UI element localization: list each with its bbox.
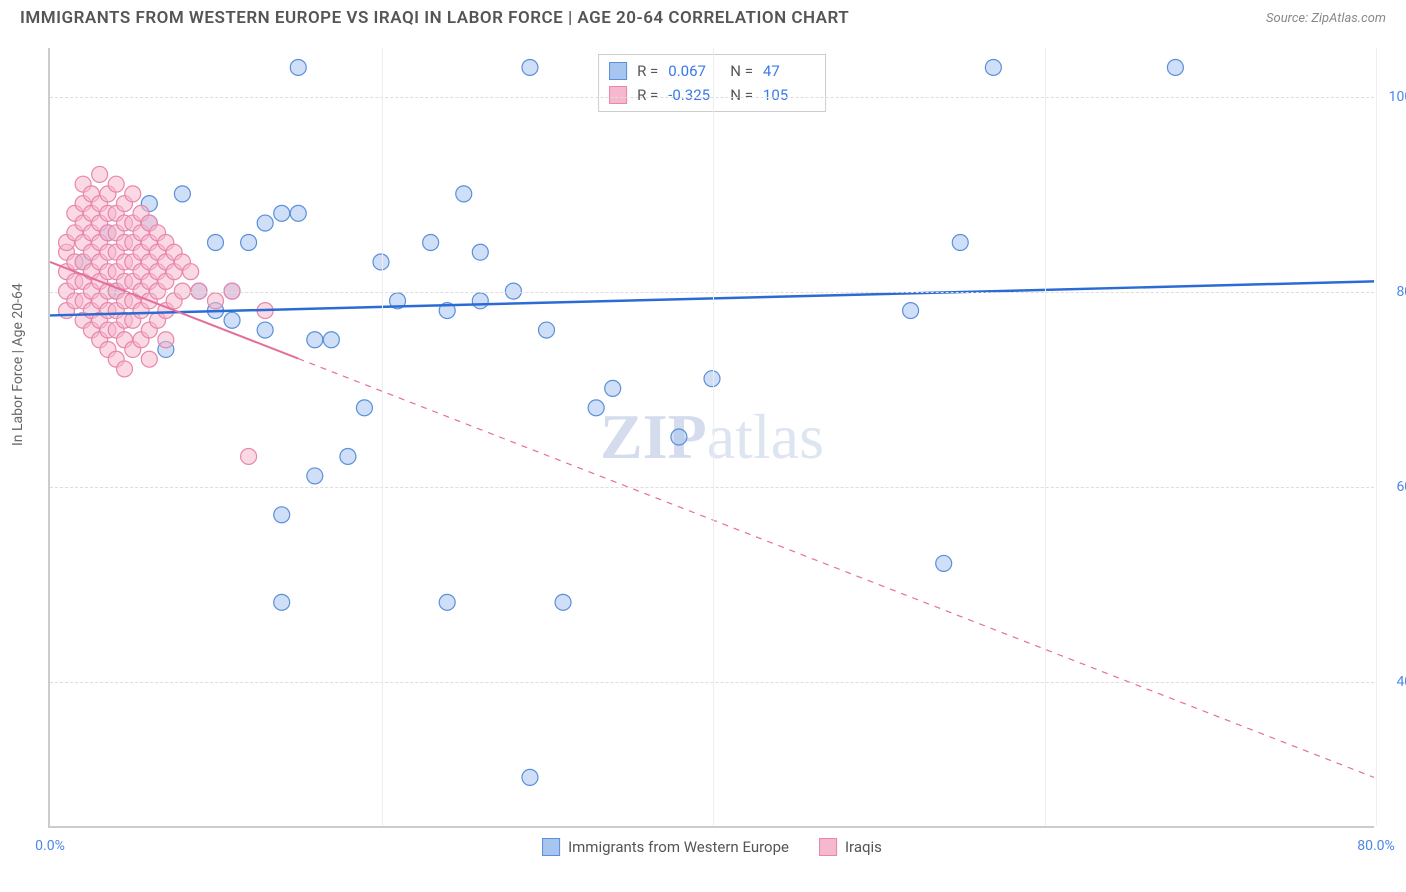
- data-point: [158, 332, 174, 348]
- data-point: [274, 594, 290, 610]
- data-point: [456, 186, 472, 202]
- legend-swatch-0: [542, 838, 560, 856]
- swatch-series-1: [609, 86, 627, 104]
- data-point: [903, 303, 919, 319]
- data-point: [183, 264, 199, 280]
- legend-item-1: Iraqis: [819, 838, 882, 856]
- r-label-0: R =: [637, 59, 658, 83]
- data-point: [340, 448, 356, 464]
- data-point: [108, 176, 124, 192]
- data-point: [356, 400, 372, 416]
- r-label-1: R =: [637, 83, 658, 107]
- data-point: [257, 322, 273, 338]
- chart-plot-area: ZIPatlas R = 0.067 N = 47 R = -0.325 N =…: [48, 48, 1374, 828]
- swatch-series-0: [609, 62, 627, 80]
- y-axis-label: In Labor Force | Age 20-64: [10, 283, 26, 446]
- scatter-svg: [50, 48, 1374, 826]
- x-tick-label: 80.0%: [1357, 838, 1395, 854]
- data-point: [1167, 59, 1183, 75]
- gridline-v: [1045, 48, 1046, 826]
- data-point: [92, 166, 108, 182]
- data-point: [439, 594, 455, 610]
- data-point: [555, 594, 571, 610]
- gridline-h: [50, 292, 1374, 293]
- gridline-h: [50, 487, 1374, 488]
- data-point: [539, 322, 555, 338]
- gridline-h: [50, 97, 1374, 98]
- data-point: [125, 186, 141, 202]
- data-point: [307, 468, 323, 484]
- data-point: [588, 400, 604, 416]
- bottom-legend: Immigrants from Western Europe Iraqis: [542, 838, 882, 856]
- data-point: [141, 351, 157, 367]
- y-tick-label: 80.0%: [1379, 284, 1406, 300]
- trend-line-dashed: [298, 359, 1374, 778]
- chart-title: IMMIGRANTS FROM WESTERN EUROPE VS IRAQI …: [20, 8, 849, 28]
- gridline-v: [1376, 48, 1377, 826]
- data-point: [423, 235, 439, 251]
- data-point: [522, 769, 538, 785]
- data-point: [671, 429, 687, 445]
- data-point: [290, 205, 306, 221]
- x-tick-label: 0.0%: [35, 838, 65, 854]
- gridline-v: [713, 48, 714, 826]
- data-point: [952, 235, 968, 251]
- data-point: [290, 59, 306, 75]
- data-point: [208, 293, 224, 309]
- n-value-0: 47: [763, 59, 815, 83]
- stats-row-series-1: R = -0.325 N = 105: [609, 83, 815, 107]
- legend-label-0: Immigrants from Western Europe: [568, 838, 789, 856]
- data-point: [241, 448, 257, 464]
- title-bar: IMMIGRANTS FROM WESTERN EUROPE VS IRAQI …: [0, 0, 1406, 32]
- data-point: [605, 380, 621, 396]
- y-tick-label: 60.0%: [1379, 479, 1406, 495]
- correlation-stats-box: R = 0.067 N = 47 R = -0.325 N = 105: [598, 54, 826, 112]
- legend-label-1: Iraqis: [845, 838, 882, 856]
- data-point: [936, 555, 952, 571]
- legend-swatch-1: [819, 838, 837, 856]
- data-point: [224, 312, 240, 328]
- n-label-0: N =: [730, 59, 753, 83]
- source-label: Source: ZipAtlas.com: [1266, 11, 1386, 26]
- n-label-1: N =: [730, 83, 753, 107]
- data-point: [241, 235, 257, 251]
- data-point: [323, 332, 339, 348]
- y-tick-label: 100.0%: [1379, 89, 1406, 105]
- data-point: [274, 205, 290, 221]
- gridline-v: [382, 48, 383, 826]
- stats-row-series-0: R = 0.067 N = 47: [609, 59, 815, 83]
- gridline-h: [50, 682, 1374, 683]
- data-point: [307, 332, 323, 348]
- legend-item-0: Immigrants from Western Europe: [542, 838, 789, 856]
- data-point: [174, 186, 190, 202]
- data-point: [985, 59, 1001, 75]
- data-point: [472, 293, 488, 309]
- trend-line-solid: [50, 281, 1374, 315]
- data-point: [116, 361, 132, 377]
- data-point: [704, 371, 720, 387]
- y-tick-label: 40.0%: [1379, 674, 1406, 690]
- data-point: [274, 507, 290, 523]
- data-point: [208, 235, 224, 251]
- data-point: [522, 59, 538, 75]
- data-point: [472, 244, 488, 260]
- n-value-1: 105: [763, 83, 815, 107]
- data-point: [257, 215, 273, 231]
